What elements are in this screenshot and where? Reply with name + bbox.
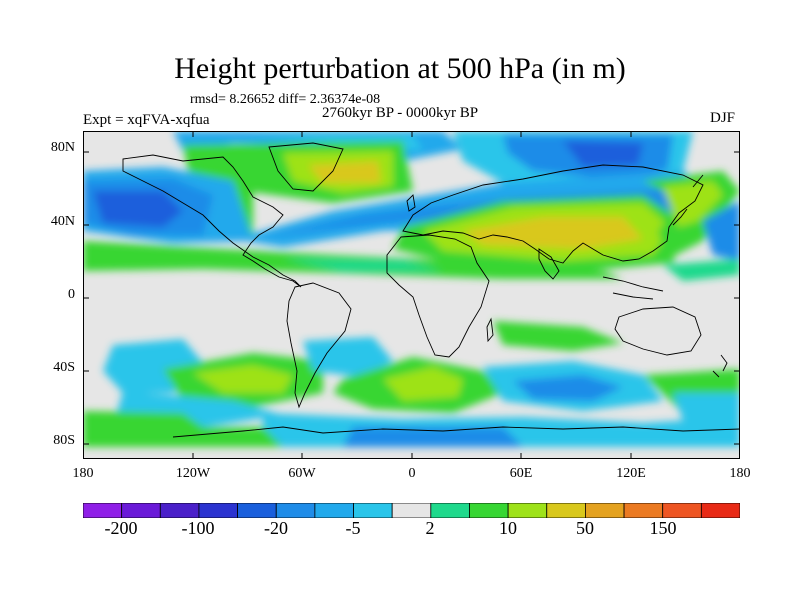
colorbar-swatch: [121, 503, 161, 518]
experiment-label: Expt = xqFVA-xqfua: [83, 112, 210, 128]
colorbar-tick-label: -20: [264, 518, 288, 538]
colorbar-tick-label: 10: [499, 518, 517, 538]
colorbar-swatch: [585, 503, 625, 518]
season-label: DJF: [710, 110, 736, 126]
map-frame: [83, 131, 740, 459]
colorbar-swatch: [623, 503, 664, 518]
lat-tick-label: 40S: [53, 360, 75, 375]
colorbar-swatch: [83, 503, 123, 518]
lon-tick-label: 120W: [175, 466, 211, 481]
lon-tick-label: 60E: [509, 466, 533, 481]
lat-tick-label: 80N: [50, 140, 75, 155]
lon-tick-label: 180: [729, 466, 751, 481]
colorbar: [83, 503, 740, 518]
colorbar-swatch: [507, 503, 548, 518]
colorbar-tick-label: 50: [576, 518, 594, 538]
colorbar-tick-label: -100: [181, 518, 215, 538]
colorbar-swatch: [546, 503, 586, 518]
lon-tick-label: 120E: [616, 466, 646, 481]
period-label: 2760kyr BP - 0000kyr BP: [322, 105, 479, 121]
colorbar-swatch: [237, 503, 277, 518]
colorbar-swatch: [469, 503, 509, 518]
colorbar-swatch: [159, 503, 200, 518]
colorbar-tick-label: -5: [345, 518, 361, 538]
colorbar-swatch: [700, 503, 740, 518]
colorbar-swatch: [662, 503, 702, 518]
coastlines: [122, 142, 740, 438]
lon-tick-label: 60W: [288, 466, 316, 481]
colorbar-swatch: [391, 503, 432, 518]
colorbar-swatch: [275, 503, 316, 518]
colorbar-swatch: [314, 503, 354, 518]
colorbar-tick-label: 2: [425, 518, 435, 538]
contour-fields: [83, 131, 740, 447]
colorbar-swatch: [198, 503, 238, 518]
lon-tick-label: 180: [72, 466, 94, 481]
colorbar-swatch: [430, 503, 470, 518]
height-perturbation-map: [83, 131, 740, 459]
lat-tick-label: 0: [68, 287, 75, 302]
lon-tick-label: 0: [408, 466, 416, 481]
plot-title: Height perturbation at 500 hPa (in m): [174, 52, 626, 85]
colorbar-tick-label: -200: [104, 518, 138, 538]
stats-line: rmsd= 8.26652 diff= 2.36374e-08: [190, 92, 381, 107]
colorbar-tick-label: 150: [649, 518, 677, 538]
colorbar-swatch: [353, 503, 393, 518]
lat-tick-label: 80S: [53, 433, 75, 448]
lat-tick-label: 40N: [50, 214, 75, 229]
